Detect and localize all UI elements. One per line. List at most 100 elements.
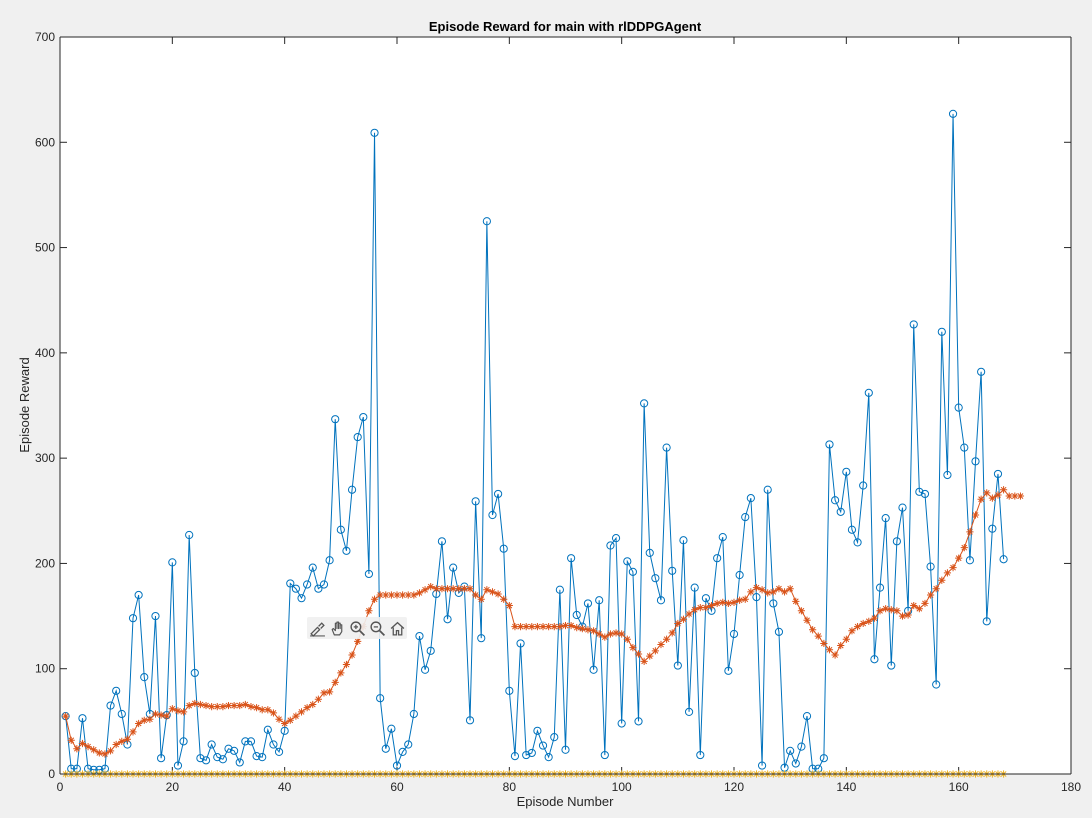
- data-point: [802, 711, 812, 721]
- data-point: [292, 712, 300, 720]
- data-point: [527, 748, 536, 758]
- data-point: [988, 524, 997, 533]
- data-point: [168, 705, 176, 713]
- data-point: [746, 494, 755, 503]
- y-tick-label: 100: [35, 662, 55, 676]
- data-point: [505, 686, 514, 695]
- data-point: [224, 744, 233, 753]
- data-point: [578, 625, 586, 633]
- data-point: [679, 615, 688, 623]
- data-point: [325, 556, 334, 565]
- data-point: [494, 489, 503, 499]
- data-point: [129, 728, 137, 736]
- data-point: [201, 756, 211, 765]
- data-point: [870, 655, 879, 664]
- data-point: [971, 457, 980, 466]
- data-point: [735, 570, 744, 580]
- data-point: [213, 703, 221, 711]
- data-point: [409, 709, 418, 719]
- data-point: [589, 627, 598, 635]
- data-point: [842, 635, 850, 643]
- data-point: [713, 599, 721, 608]
- data-point: [399, 591, 407, 599]
- data-point: [983, 489, 991, 497]
- series-1: [61, 109, 1008, 774]
- data-point: [645, 548, 654, 558]
- data-point: [190, 668, 199, 678]
- data-point: [191, 699, 199, 708]
- data-point: [803, 616, 811, 624]
- brush-icon[interactable]: [308, 619, 326, 637]
- data-point: [230, 746, 239, 755]
- data-point: [701, 594, 711, 603]
- data-point: [679, 536, 688, 545]
- data-point: [387, 591, 395, 599]
- data-point: [544, 753, 553, 762]
- data-point: [825, 440, 834, 449]
- data-point: [898, 612, 907, 620]
- data-point: [269, 709, 278, 717]
- data-point: [218, 755, 227, 764]
- data-point: [646, 652, 654, 660]
- zoom-in-icon[interactable]: [348, 619, 366, 637]
- y-tick-label: 500: [35, 241, 55, 255]
- data-point: [724, 666, 733, 675]
- data-point: [449, 585, 457, 593]
- data-point: [336, 525, 345, 534]
- data-point: [729, 629, 739, 639]
- data-point: [314, 584, 323, 593]
- data-point: [786, 746, 795, 755]
- data-point: [847, 525, 857, 534]
- data-point: [123, 735, 131, 743]
- data-point: [764, 589, 772, 597]
- data-point: [595, 630, 603, 638]
- data-point: [157, 754, 166, 763]
- x-tick-label: 160: [949, 780, 969, 794]
- data-point: [910, 601, 918, 610]
- data-point: [73, 745, 81, 753]
- data-point: [421, 586, 429, 594]
- data-point: [550, 733, 559, 742]
- data-point: [274, 747, 284, 756]
- data-point: [623, 557, 632, 566]
- data-point: [309, 700, 317, 709]
- data-point: [230, 701, 238, 710]
- pan-hand-icon[interactable]: [328, 619, 346, 637]
- x-axis-label: Episode Number: [517, 794, 614, 809]
- data-point: [831, 651, 839, 659]
- y-tick-label: 400: [35, 346, 55, 360]
- data-point: [297, 708, 306, 716]
- data-point: [482, 217, 491, 226]
- data-point: [286, 579, 295, 588]
- data-point: [258, 706, 266, 714]
- data-point: [196, 700, 205, 709]
- data-point: [494, 590, 502, 598]
- home-icon[interactable]: [388, 619, 406, 637]
- data-point: [67, 736, 75, 744]
- data-point: [629, 644, 637, 652]
- data-point: [752, 593, 761, 602]
- data-point: [128, 614, 138, 623]
- data-point: [179, 737, 188, 746]
- data-point: [673, 661, 682, 670]
- data-point: [516, 639, 525, 648]
- data-point: [606, 541, 615, 550]
- data-point: [252, 752, 261, 761]
- data-point: [892, 537, 901, 546]
- data-point: [736, 596, 744, 604]
- zoom-out-icon[interactable]: [368, 619, 386, 637]
- data-point: [634, 717, 643, 726]
- data-point: [561, 745, 570, 754]
- data-point: [814, 632, 822, 640]
- data-point: [887, 606, 895, 614]
- data-point: [247, 703, 255, 711]
- data-point: [488, 510, 497, 520]
- data-point: [656, 596, 666, 605]
- data-point: [342, 660, 351, 669]
- data-point: [920, 489, 930, 499]
- data-point: [522, 750, 531, 760]
- data-point: [280, 726, 289, 735]
- y-tick-label: 700: [35, 30, 55, 44]
- data-point: [960, 443, 969, 452]
- data-point: [404, 591, 412, 599]
